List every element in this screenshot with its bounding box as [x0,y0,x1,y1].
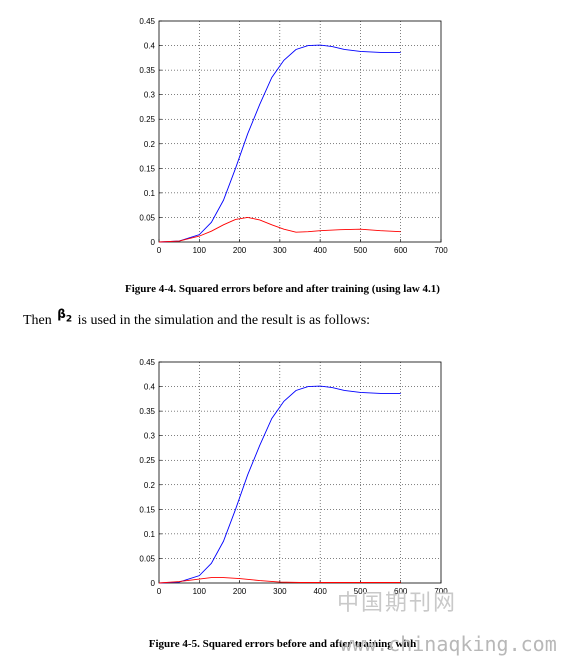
chart-squared-errors-law-4-1: 0 100 200 300 400 500 600 700 0 0.05 0.1 0.15 0.2 0.2… [139,17,448,255]
y-tick-label: 0.35 [139,66,155,75]
x-tick-label: 700 [434,587,448,596]
series-line-0 [158,385,401,584]
beta-subscript: 2 [65,314,73,325]
beta-2-symbol: β2 [57,307,73,325]
x-tick-label: 500 [354,246,368,255]
x-tick-label: 400 [313,246,327,255]
x-tick-label: 200 [233,587,247,596]
y-tick-label: 0.4 [144,42,156,51]
y-tick-label: 0.05 [139,554,155,563]
y-tick-label: 0.1 [144,189,156,198]
y-tick-label: 0.25 [139,456,155,465]
watermark-url: www.chinaqking.com [340,632,557,656]
x-tick-label: 700 [434,246,448,255]
beta-symbol: β [57,307,66,321]
x-tick-label: 600 [394,246,408,255]
series-line-1 [158,577,401,584]
y-tick-label: 0.45 [139,358,155,367]
plot-frame [158,361,442,584]
y-tick-label: 0.3 [144,432,156,441]
y-tick-label: 0.4 [144,383,156,392]
para-text-before: Then [23,313,52,328]
y-tick-label: 0.3 [144,91,156,100]
y-tick-label: 0.45 [139,17,155,26]
y-tick-label: 0.2 [144,481,156,490]
x-tick-label: 400 [313,587,327,596]
y-tick-label: 0.15 [139,164,155,173]
figure-4-4-caption: Figure 4-4. Squared errors before and af… [125,283,440,295]
y-tick-label: 0 [151,238,156,247]
x-tick-label: 300 [273,587,287,596]
y-tick-label: 0.35 [139,407,155,416]
body-paragraph: Then β2 is used in the simulation and th… [23,307,371,330]
chart-squared-errors-beta2: 0 100 200 300 400 500 600 700 0 0.05 0.1 0.15 0.2 0.2… [139,358,448,596]
para-text-after: is used in the simulation and the result… [77,313,371,328]
y-tick-label: 0.05 [139,213,155,222]
series-line-0 [158,44,401,243]
x-tick-label: 0 [157,587,162,596]
series-line-1 [158,216,401,243]
plot-frame [158,20,442,243]
watermark-cn: 中国期刊网 [337,591,458,616]
x-tick-label: 300 [273,246,287,255]
x-tick-label: 100 [193,246,207,255]
y-tick-label: 0 [151,579,156,588]
y-tick-label: 0.1 [144,530,156,539]
y-tick-label: 0.25 [139,115,155,124]
figure-4-5-caption: Figure 4-5. Squared errors before and af… [148,638,417,650]
y-tick-label: 0.15 [139,505,155,514]
x-tick-label: 600 [394,587,408,596]
x-tick-label: 200 [233,246,247,255]
x-tick-label: 500 [354,587,368,596]
y-tick-label: 0.2 [144,140,156,149]
x-tick-label: 100 [193,587,207,596]
x-tick-label: 0 [157,246,162,255]
